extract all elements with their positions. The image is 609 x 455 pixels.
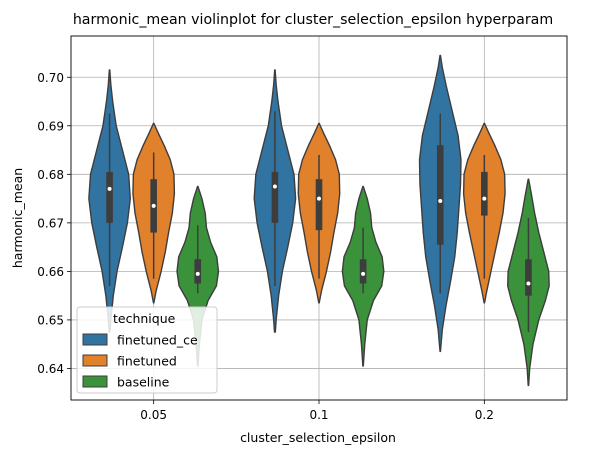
violin-iqr-box	[525, 259, 532, 296]
x-axis-label: cluster_selection_epsilon	[240, 430, 396, 445]
legend-label: finetuned_ce	[117, 333, 198, 348]
violin-median-point	[107, 186, 112, 191]
x-tick-label: 0.05	[140, 408, 167, 422]
violin-iqr-box	[271, 171, 279, 223]
x-tick-label: 0.2	[475, 408, 494, 422]
violin-iqr-box	[194, 259, 202, 284]
violin-median-point	[438, 199, 443, 204]
violin-iqr-box	[359, 259, 367, 284]
violin-iqr-box	[436, 145, 444, 245]
x-tick-label: 0.1	[309, 408, 328, 422]
y-tick-label: 0.66	[37, 265, 64, 279]
y-tick-label: 0.67	[37, 216, 64, 230]
legend-title: technique	[113, 311, 176, 326]
x-axis: 0.05 0.1 0.2	[140, 400, 494, 422]
violin-median-point	[482, 196, 487, 201]
legend-swatch-baseline	[82, 375, 108, 388]
violin-median-point	[526, 281, 531, 286]
violins	[88, 54, 550, 387]
violin-iqr-box	[106, 171, 113, 223]
y-tick-label: 0.64	[37, 362, 64, 376]
legend-box	[76, 306, 218, 394]
y-axis-label: harmonic_mean	[10, 168, 25, 268]
violin-iqr-box	[315, 179, 323, 231]
y-axis: 0.64 0.65 0.66 0.67 0.68 0.69 0.70	[37, 71, 71, 376]
legend-swatch-finetuned	[82, 354, 108, 367]
violin-iqr-box	[481, 171, 488, 216]
chart-title: harmonic_mean violinplot for cluster_sel…	[73, 12, 553, 28]
y-tick-label: 0.68	[37, 168, 64, 182]
y-tick-label: 0.70	[37, 71, 64, 85]
violin-median-point	[151, 203, 156, 208]
violin-median-point	[195, 271, 200, 276]
legend-label: finetuned	[117, 354, 177, 369]
legend-label: baseline	[117, 375, 170, 390]
y-tick-label: 0.65	[37, 313, 64, 327]
legend: technique finetuned_ce finetuned baseline	[76, 306, 218, 394]
violin-median-point	[317, 196, 321, 201]
violin-median-point	[272, 184, 277, 189]
violin-median-point	[361, 271, 366, 276]
legend-items: finetuned_ce finetuned baseline	[82, 333, 198, 390]
legend-swatch-finetuned_ce	[82, 333, 108, 346]
y-tick-label: 0.69	[37, 119, 64, 133]
